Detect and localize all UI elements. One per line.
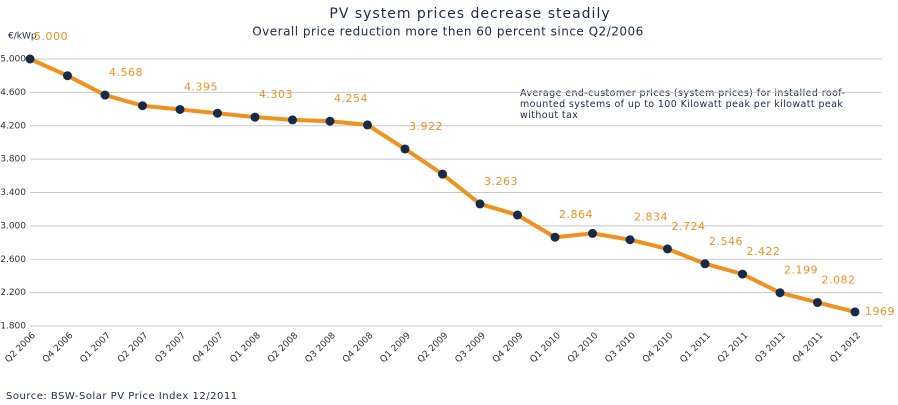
data-label: 3.263 [484,175,518,188]
chart-title: PV system prices decrease steadily [329,6,610,22]
data-label: 5.000 [34,30,68,43]
x-tick-label: Q4 2011 [791,331,825,365]
x-tick-label: Q3 2008 [304,331,339,366]
x-tick-label: Q4 2006 [41,331,76,366]
x-tick-label: Q1 2007 [79,331,113,365]
point-marker [138,101,147,111]
point-marker [513,210,522,220]
point-marker [363,120,372,130]
x-tick-label: Q4 2007 [191,331,225,365]
data-label: 2.082 [822,273,856,286]
y-tick-label: 2.600 [0,255,26,265]
x-tick-label: Q2 2007 [116,331,150,365]
x-tick-label: Q1 2010 [529,331,564,366]
data-label: 4.568 [109,66,143,79]
x-tick-label: Q2 2006 [4,331,39,366]
point-marker [213,108,222,118]
point-marker [738,269,747,279]
data-label: 2.834 [634,211,668,224]
point-marker [288,115,297,125]
point-marker [63,71,72,81]
point-marker [475,199,485,209]
data-label: 2.422 [747,245,781,258]
point-marker [175,104,185,114]
y-tick-label: 4.600 [0,88,26,98]
data-label: 2.546 [709,235,743,248]
x-tick-label: Q1 2011 [679,331,713,365]
data-label: 4.303 [259,88,293,101]
point-marker [550,232,560,242]
point-marker [850,307,860,317]
point-marker [100,90,110,100]
point-marker [775,288,785,298]
x-tick-label: Q2 2008 [266,331,301,366]
data-label: 4.395 [184,80,218,93]
y-tick-label: 4.200 [0,121,26,131]
x-tick-label: Q4 2010 [641,331,676,366]
point-marker [438,169,447,179]
point-marker [625,235,635,245]
x-tick-label: Q2 2009 [416,331,451,366]
x-tick-label: Q2 2011 [716,331,750,365]
point-marker [663,244,672,254]
annotation-box: Average end-customer prices (system pric… [520,88,846,121]
y-tick-label: 5.000 [0,55,26,65]
x-tick-label: Q3 2011 [754,331,788,365]
y-tick-label: 3.000 [0,221,26,231]
point-marker [700,259,710,269]
x-tick-label: Q3 2010 [604,331,639,366]
data-label: 1969 [865,305,895,318]
point-marker [813,297,822,307]
x-tick-label: Q1 2008 [229,331,264,366]
x-tick-label: Q2 2010 [566,331,601,366]
y-axis-label: €/kWp [8,32,37,42]
x-tick-label: Q3 2009 [454,331,489,366]
x-tick-label: Q4 2009 [491,331,526,366]
annotation: Average end-customer prices (system pric… [520,88,846,121]
point-marker [588,228,597,238]
x-tick-label: Q4 2008 [341,331,376,366]
y-tick-label: 3.800 [0,155,26,165]
y-tick-label: 1.800 [0,322,26,332]
y-tick-label: 3.400 [0,188,26,198]
data-label: 2.199 [784,264,818,277]
point-marker [250,112,260,122]
source: Source: BSW-Solar PV Price Index 12/2011 [6,391,238,402]
chart-subtitle: Overall price reduction more then 60 per… [252,25,644,39]
x-tick-label: Q3 2007 [154,331,188,365]
x-tick-label: Q1 2009 [379,331,414,366]
point-marker [325,116,335,126]
data-label: 2.724 [672,220,706,233]
data-label: 3.922 [409,120,443,133]
x-tick-label: Q1 2012 [829,331,863,365]
point-marker [400,144,410,154]
point-marker [25,54,35,64]
y-tick-label: 2.200 [0,288,26,298]
data-label: 4.254 [334,92,368,105]
data-label: 2.864 [559,208,593,221]
